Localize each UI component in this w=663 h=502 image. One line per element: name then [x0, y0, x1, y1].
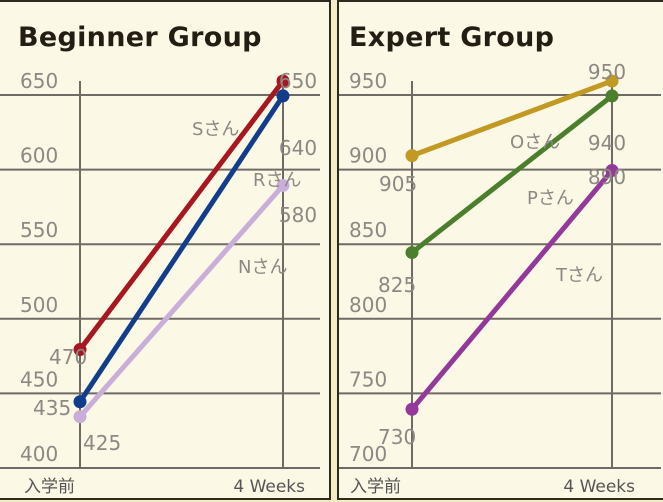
data-point	[73, 343, 87, 357]
data-value-label: 950	[588, 60, 626, 84]
x-category-label: 4 Weeks	[233, 477, 305, 497]
series-name-label: Sさん	[192, 119, 239, 140]
y-tick-label: 400	[20, 442, 58, 466]
y-tick-label: 600	[20, 144, 58, 168]
data-point	[605, 74, 619, 88]
series-line	[77, 182, 286, 420]
data-point	[73, 410, 87, 424]
data-point	[405, 402, 419, 416]
expert-group-chart: 700 750 800 850 900 950 入学前 4 Weeks Oさん Pさん Tさん 905…	[339, 60, 661, 497]
data-point	[405, 149, 419, 163]
y-tick-label: 800	[349, 293, 387, 317]
beginner-group-panel: Beginner Group 400 450 500 550 600 650 入学前 4 We…	[0, 0, 331, 500]
data-point	[276, 89, 290, 103]
series-line	[409, 168, 615, 412]
data-point	[276, 178, 290, 192]
y-tick-label: 650	[20, 69, 58, 93]
series-name-label: Oさん	[510, 132, 560, 153]
data-value-label: 650	[279, 69, 317, 93]
y-tick-label: 850	[349, 218, 387, 242]
series-line	[409, 78, 615, 159]
data-value-label: 425	[83, 431, 121, 455]
x-category-label: 入学前	[24, 477, 75, 497]
data-point	[405, 246, 419, 260]
series-name-label: Pさん	[527, 188, 574, 209]
data-value-label: 905	[379, 172, 417, 196]
data-point	[605, 89, 619, 103]
series-name-label: Rさん	[253, 170, 302, 191]
y-tick-label: 500	[20, 293, 58, 317]
x-category-label: 4 Weeks	[563, 477, 635, 497]
data-value-label: 940	[588, 131, 626, 155]
y-tick-label: 900	[349, 144, 387, 168]
y-tick-label: 750	[349, 367, 387, 391]
x-category-label: 入学前	[350, 477, 401, 497]
data-value-label: 730	[378, 425, 416, 449]
series-name-label: Nさん	[238, 257, 287, 278]
y-tick-label: 950	[349, 69, 387, 93]
data-point	[276, 74, 290, 88]
series-line	[409, 93, 615, 256]
data-value-label: 890	[588, 165, 626, 189]
y-tick-label: 450	[20, 367, 58, 391]
data-value-label: 825	[378, 273, 416, 297]
series-line	[77, 78, 286, 353]
data-value-label: 470	[49, 345, 87, 369]
data-value-label: 580	[279, 203, 317, 227]
chart-title: Expert Group	[349, 22, 555, 53]
series-line	[77, 93, 286, 405]
data-value-label: 435	[33, 396, 71, 420]
y-tick-label: 550	[20, 218, 58, 242]
expert-group-panel: Expert Group 700 750 800 850 900 950 入学前 4 Week…	[337, 0, 663, 500]
data-point	[73, 395, 87, 409]
chart-title: Beginner Group	[18, 22, 262, 53]
series-name-label: Tさん	[555, 265, 603, 286]
data-value-label: 640	[279, 136, 317, 160]
beginner-group-chart: 400 450 500 550 600 650 入学前 4 Weeks Sさん Rさん Nさん 470…	[0, 69, 320, 497]
data-point	[605, 164, 619, 178]
y-tick-label: 700	[349, 442, 387, 466]
